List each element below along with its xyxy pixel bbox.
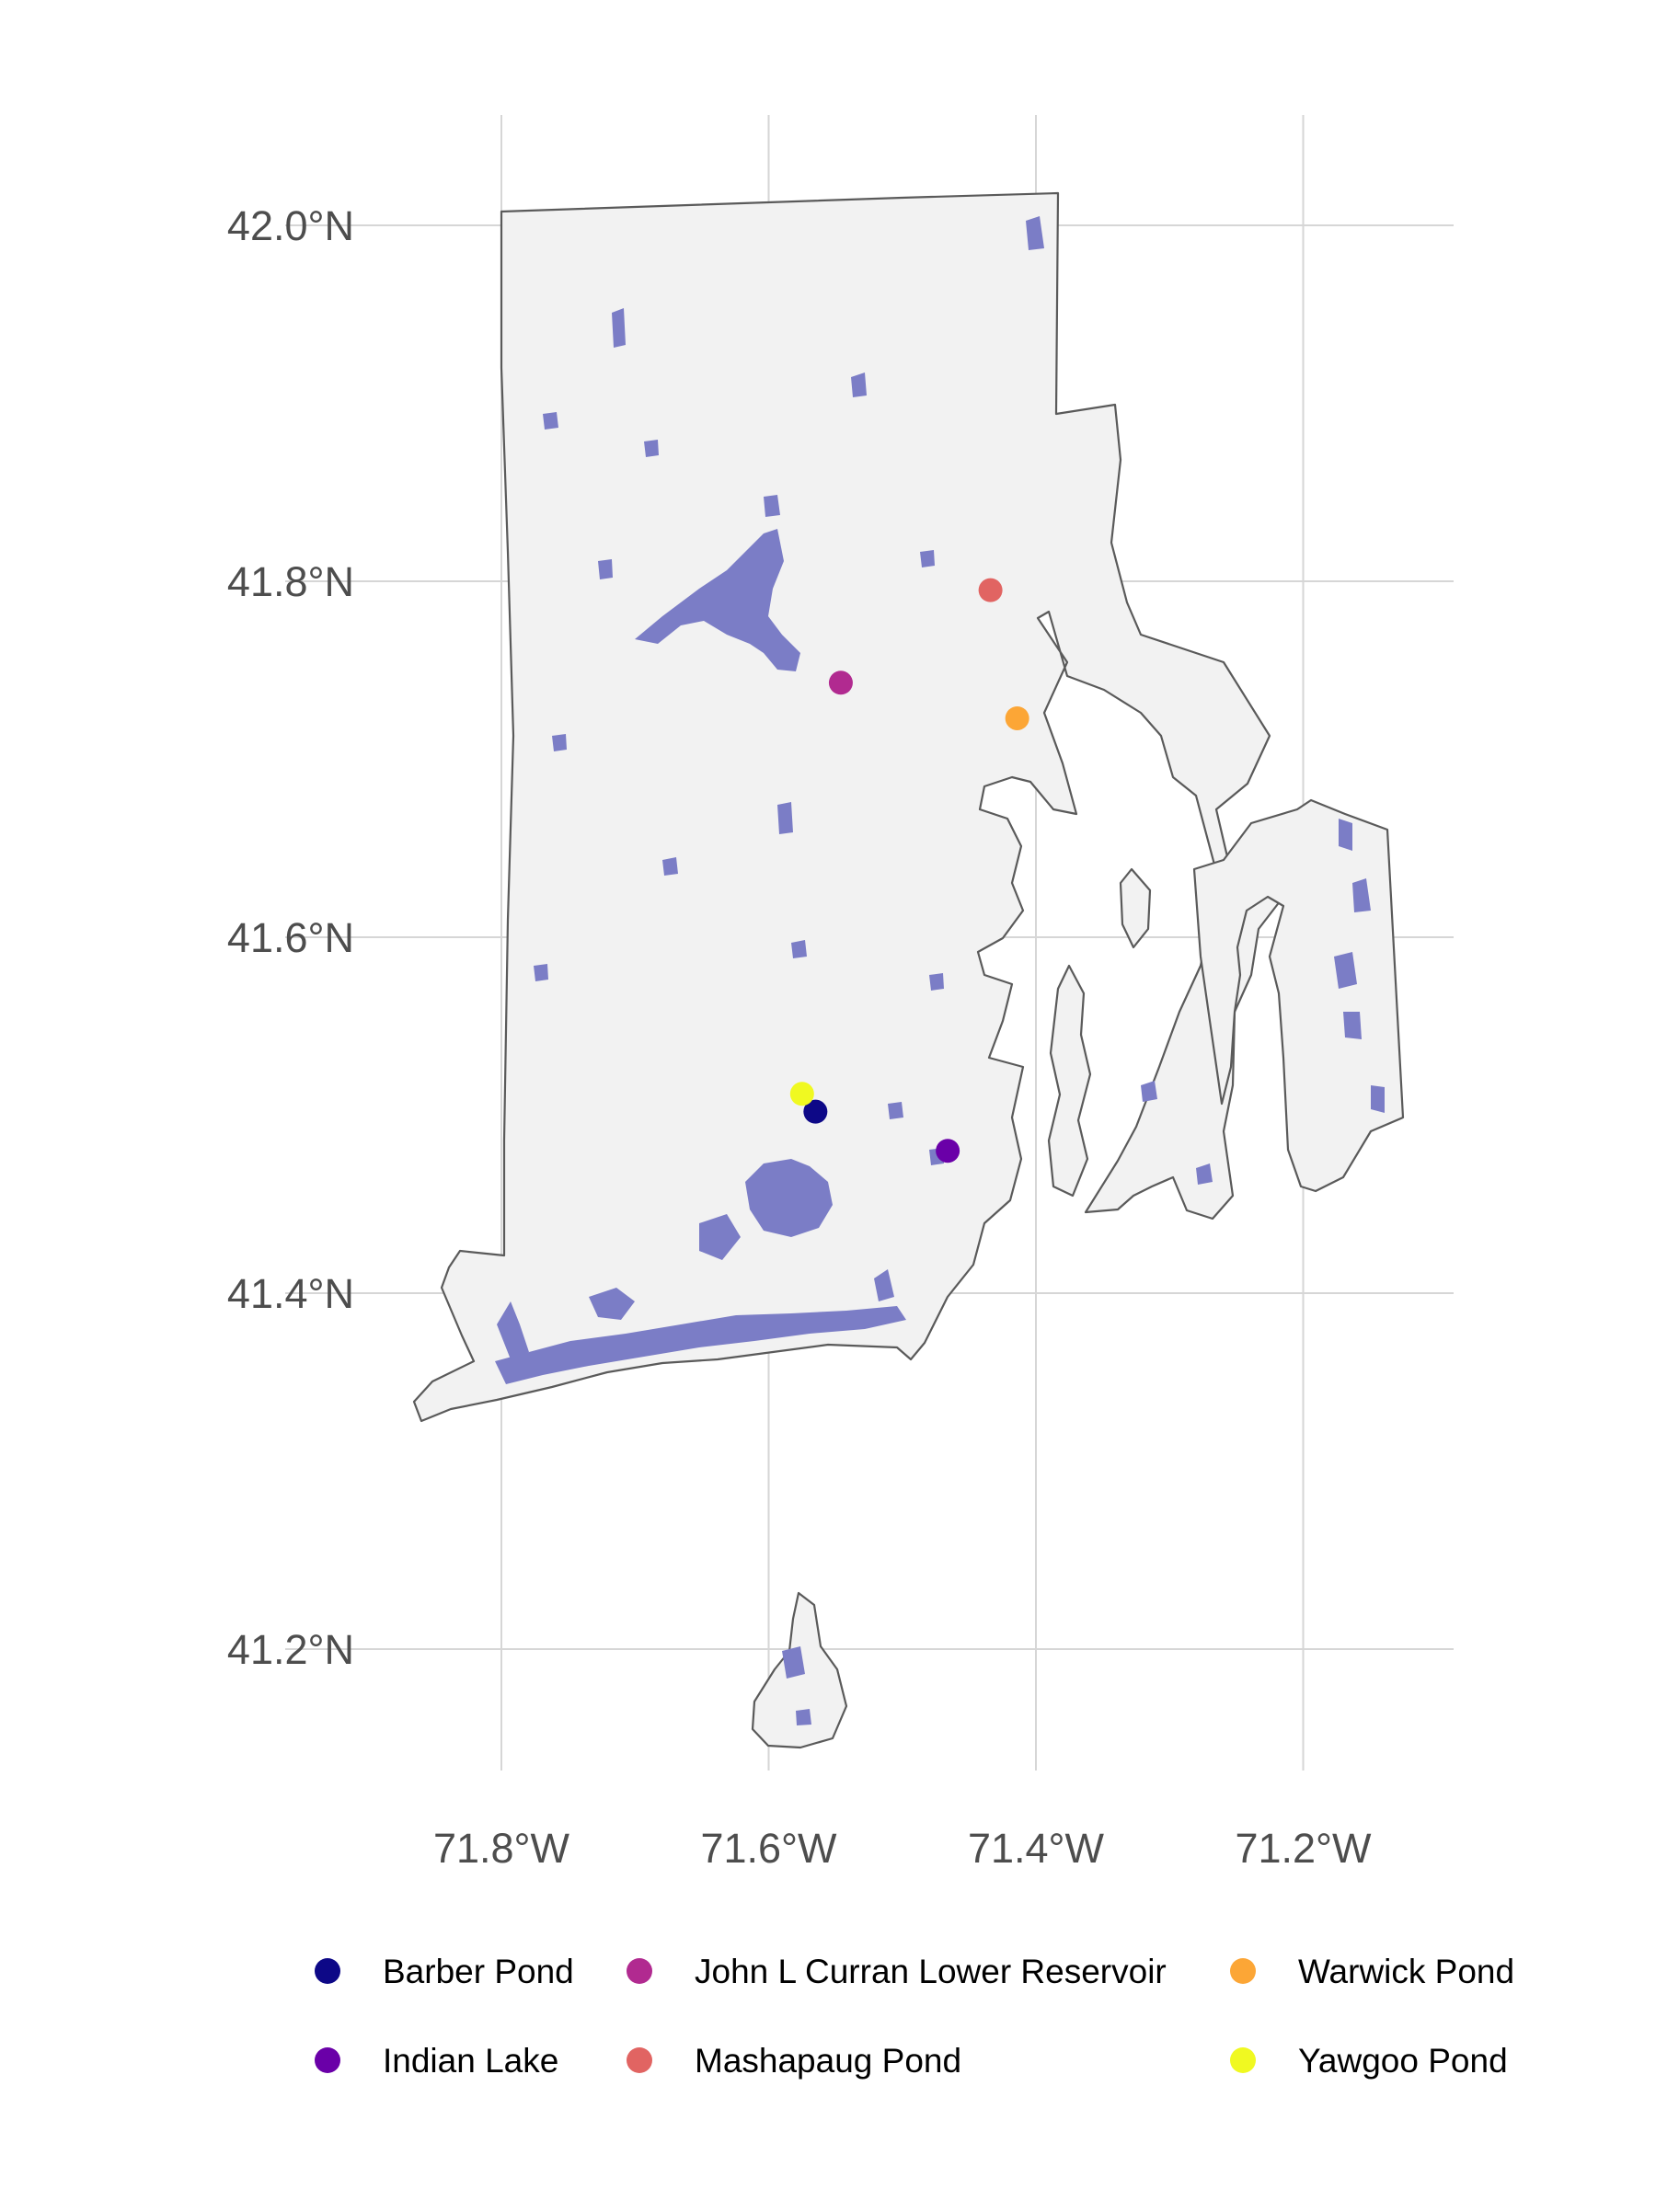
worden-pond xyxy=(745,1159,833,1237)
legend-swatch xyxy=(1230,2047,1256,2073)
ponds-east-5 xyxy=(1371,1085,1385,1113)
legend-label: Mashapaug Pond xyxy=(695,2042,961,2080)
conanicut-island xyxy=(1047,964,1092,1198)
ponds-east-1 xyxy=(1339,819,1352,851)
y-tick-label: 41.6°N xyxy=(227,914,354,961)
swamp-south xyxy=(699,1214,741,1260)
x-tick-label: 71.2°W xyxy=(1235,1825,1372,1872)
ponds-east-3 xyxy=(1334,952,1357,989)
legend-swatch xyxy=(315,2047,340,2073)
prudence-island xyxy=(1119,867,1152,949)
pond-point xyxy=(828,670,853,695)
x-tick-label: 71.8°W xyxy=(433,1825,570,1872)
legend-label: John L Curran Lower Reservoir xyxy=(695,1953,1167,1990)
legend-label: Yawgoo Pond xyxy=(1298,2042,1508,2080)
ponds-east-4 xyxy=(1343,1012,1362,1039)
aquidneck-island xyxy=(1084,867,1285,1221)
legend-swatch xyxy=(627,1958,652,1984)
pond-point xyxy=(803,1099,828,1124)
state-land xyxy=(412,191,1405,1749)
block-island-ponds xyxy=(782,1646,811,1725)
legend-label: Warwick Pond xyxy=(1298,1953,1514,1990)
water-bodies xyxy=(495,216,1385,1725)
legend-label: Indian Lake xyxy=(383,2042,558,2080)
pond-point xyxy=(936,1139,960,1163)
x-tick-label: 71.4°W xyxy=(968,1825,1105,1872)
y-tick-label: 41.2°N xyxy=(227,1626,354,1673)
scituate-reservoir xyxy=(635,529,800,671)
southern-ponds xyxy=(495,1306,906,1384)
ponds-east-2 xyxy=(1352,878,1371,912)
pond-point xyxy=(1005,705,1029,730)
east-mainland xyxy=(1192,798,1405,1193)
x-tick-label: 71.6°W xyxy=(700,1825,837,1872)
legend-swatch xyxy=(1230,1958,1256,1984)
legend-swatch xyxy=(627,2047,652,2073)
pond-point xyxy=(978,578,1003,602)
coastal-ponds-west xyxy=(497,1301,529,1359)
axis-labels: 71.8°W 71.6°W 71.4°W 71.2°W 42.0°N 41.8°N 41.6… xyxy=(227,202,1372,1872)
mainland-outline xyxy=(412,191,1271,1423)
legend-label: Barber Pond xyxy=(383,1953,574,1990)
y-tick-label: 41.8°N xyxy=(227,558,354,605)
hundred-acre-pond xyxy=(589,1288,635,1320)
pond-point xyxy=(789,1082,814,1106)
legend: Barber Pond John L Curran Lower Reservoir… xyxy=(315,1953,1514,2080)
legend-swatch xyxy=(315,1958,340,1984)
pond-points xyxy=(789,578,1029,1163)
y-tick-label: 41.4°N xyxy=(227,1270,354,1317)
y-tick-label: 42.0°N xyxy=(227,202,354,249)
